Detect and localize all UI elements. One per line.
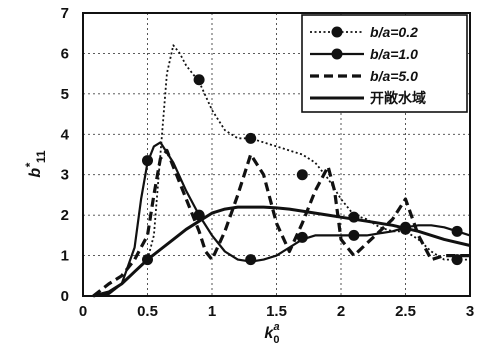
x-tick-label: 2.5: [395, 303, 416, 320]
legend-label: b/a=0.2: [370, 24, 418, 40]
y-axis-label: b*11: [23, 150, 48, 177]
y-tick-label: 1: [61, 248, 69, 265]
legend-item: b/a=0.2: [310, 24, 418, 40]
data-point: [451, 225, 463, 237]
legend-marker: [331, 48, 343, 60]
x-tick-label: 2: [337, 303, 345, 320]
series-3: [92, 148, 470, 298]
series-4: [92, 205, 471, 298]
data-point: [296, 231, 308, 243]
legend-label: b/a=5.0: [370, 68, 418, 84]
legend-label: 开敞水域: [370, 90, 426, 106]
legend-item: b/a=5.0: [310, 68, 418, 84]
y-tick-label: 4: [61, 126, 70, 143]
series-line: [92, 148, 470, 298]
data-point: [193, 74, 205, 86]
x-axis-ticks: 0 0.5 1 1.5 2 2.5 3: [79, 303, 474, 320]
legend-marker: [331, 26, 343, 38]
plot-frame: [82, 12, 471, 297]
data-point: [142, 155, 153, 167]
y-axis-ticks: 0 1 2 3 4 5 6 7: [61, 5, 70, 305]
x-tick-label: 1.5: [266, 303, 287, 320]
y-tick-label: 5: [61, 86, 69, 103]
x-tick-label: 1: [208, 303, 216, 320]
x-axis-label: k0a: [264, 321, 279, 346]
legend-item: 开敞水域: [310, 90, 426, 106]
y-tick-label: 6: [61, 45, 69, 62]
legend: b/a=0.2 b/a=1.0 b/a=5.0 开敞水域: [301, 14, 468, 113]
y-tick-label: 2: [61, 207, 69, 224]
y-tick-label: 7: [61, 5, 69, 22]
y-tick-label: 0: [61, 288, 69, 305]
legend-item: b/a=1.0: [310, 46, 418, 62]
data-point: [245, 254, 257, 266]
x-tick-label: 3: [466, 303, 474, 320]
y-tick-label: 3: [61, 167, 69, 184]
x-tick-label: 0.5: [137, 303, 158, 320]
grid: [83, 13, 470, 296]
data-point: [348, 229, 360, 241]
data-point: [245, 132, 257, 144]
series-line: [92, 205, 471, 298]
data-point: [296, 169, 308, 181]
legend-label: b/a=1.0: [370, 46, 418, 62]
x-tick-label: 0: [79, 303, 87, 320]
plot-series: [92, 44, 471, 298]
